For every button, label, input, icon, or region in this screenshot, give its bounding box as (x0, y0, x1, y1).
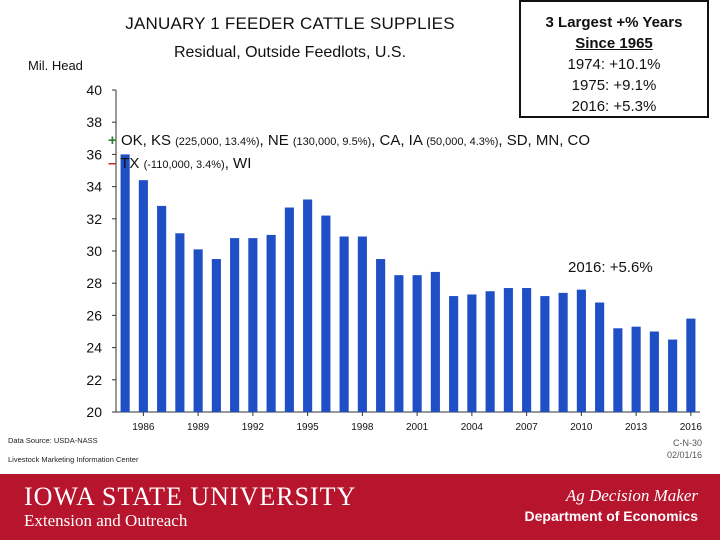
bar (595, 302, 605, 412)
annotation-2016: 2016: +5.6% (568, 259, 653, 276)
callout-line-3: 2016: +5.3% (571, 98, 657, 115)
y-tick-label: 26 (86, 307, 102, 323)
bar (138, 180, 148, 412)
data-source: Data Source: USDA-NASS (8, 436, 98, 445)
bar (211, 259, 221, 412)
x-tick-label: 2010 (570, 422, 593, 433)
source-center: Livestock Marketing Information Center (8, 455, 139, 464)
x-tick-label: 2004 (461, 422, 484, 433)
bar (522, 288, 532, 412)
bar (485, 291, 495, 412)
chart-date: 02/01/16 (666, 450, 702, 460)
note-ca-ia: , CA, IA (371, 132, 423, 149)
bar (248, 238, 258, 412)
bar (303, 199, 313, 412)
note-ca-ia-detail: (50,000, 4.3%) (426, 136, 499, 148)
department-text: Department of Economics (524, 508, 698, 524)
x-tick-label: 1986 (132, 422, 155, 433)
callout-subheading: Since 1965 (575, 35, 653, 52)
y-tick-label: 38 (86, 114, 102, 130)
y-tick-label: 36 (86, 146, 102, 162)
bar (394, 275, 404, 412)
x-tick-label: 1992 (242, 422, 265, 433)
y-tick-label: 28 (86, 275, 102, 291)
bar (412, 275, 422, 412)
extension-text: Extension and Outreach (24, 511, 188, 530)
bar (613, 328, 623, 412)
y-tick-label: 30 (86, 243, 102, 259)
bar (449, 296, 459, 412)
y-tick-label: 34 (86, 179, 102, 195)
note-tx: TX (120, 155, 140, 172)
bar (558, 292, 568, 412)
bar (157, 205, 167, 412)
x-tick-label: 2007 (516, 422, 539, 433)
bar (576, 289, 586, 412)
y-tick-label: 40 (86, 82, 102, 98)
bar (193, 249, 203, 412)
bar (339, 236, 349, 412)
bar (686, 318, 696, 412)
bar (503, 288, 513, 412)
university-logo-text: IOWA STATE UNIVERSITY (24, 482, 357, 511)
y-tick-label: 20 (86, 404, 102, 420)
note-ne: , NE (259, 132, 289, 149)
note-ne-detail: (130,000, 9.5%) (292, 136, 372, 148)
bar (649, 331, 659, 412)
callout-line-2: 1975: +9.1% (571, 77, 657, 94)
callout-heading: 3 Largest +% Years (545, 14, 683, 31)
bar (376, 259, 386, 412)
y-tick-label: 24 (86, 340, 102, 356)
x-tick-label: 2016 (680, 422, 703, 433)
x-tick-label: 1989 (187, 422, 210, 433)
footer-banner: IOWA STATE UNIVERSITY Extension and Outr… (0, 474, 720, 540)
bar (284, 207, 294, 412)
note-wi: , WI (224, 155, 252, 172)
bar (467, 294, 477, 412)
minus-icon: – (108, 155, 117, 172)
note-tx-detail: (-110,000, 3.4%) (143, 159, 225, 171)
bar (120, 154, 130, 412)
bar (230, 238, 240, 412)
callout-box: 3 Largest +% Years Since 1965 1974: +10.… (519, 0, 709, 118)
bar (430, 271, 440, 412)
chart-code: C-N-30 (672, 438, 702, 448)
y-axis-label: Mil. Head (28, 58, 83, 73)
x-tick-label: 1995 (297, 422, 320, 433)
y-tick-label: 22 (86, 372, 102, 388)
y-tick-label: 32 (86, 211, 102, 227)
chart-subtitle: Residual, Outside Feedlots, U.S. (173, 44, 407, 61)
ag-decision-maker-text: Ag Decision Maker (565, 486, 698, 505)
note-ok-ks: OK, KS (120, 132, 171, 149)
plus-icon: + (108, 132, 117, 149)
x-tick-label: 2001 (406, 422, 429, 433)
bar (175, 233, 185, 412)
bar (668, 339, 678, 412)
bar (321, 215, 331, 412)
note-ok-ks-detail: (225,000, 13.4%) (175, 136, 260, 148)
bar (631, 326, 641, 412)
bar (357, 236, 367, 412)
decrease-states-note: – TX (-110,000, 3.4%), WI (108, 155, 251, 172)
bar (266, 234, 276, 412)
increase-states-note: + OK, KS (225,000, 13.4%), NE (130,000, … (108, 132, 590, 149)
chart-title: JANUARY 1 FEEDER CATTLE SUPPLIES (125, 14, 455, 33)
bar (540, 296, 550, 412)
note-sd-mn-co: , SD, MN, CO (498, 132, 591, 149)
x-tick-label: 2013 (625, 422, 648, 433)
x-tick-label: 1998 (351, 422, 374, 433)
callout-line-1: 1974: +10.1% (567, 56, 661, 73)
